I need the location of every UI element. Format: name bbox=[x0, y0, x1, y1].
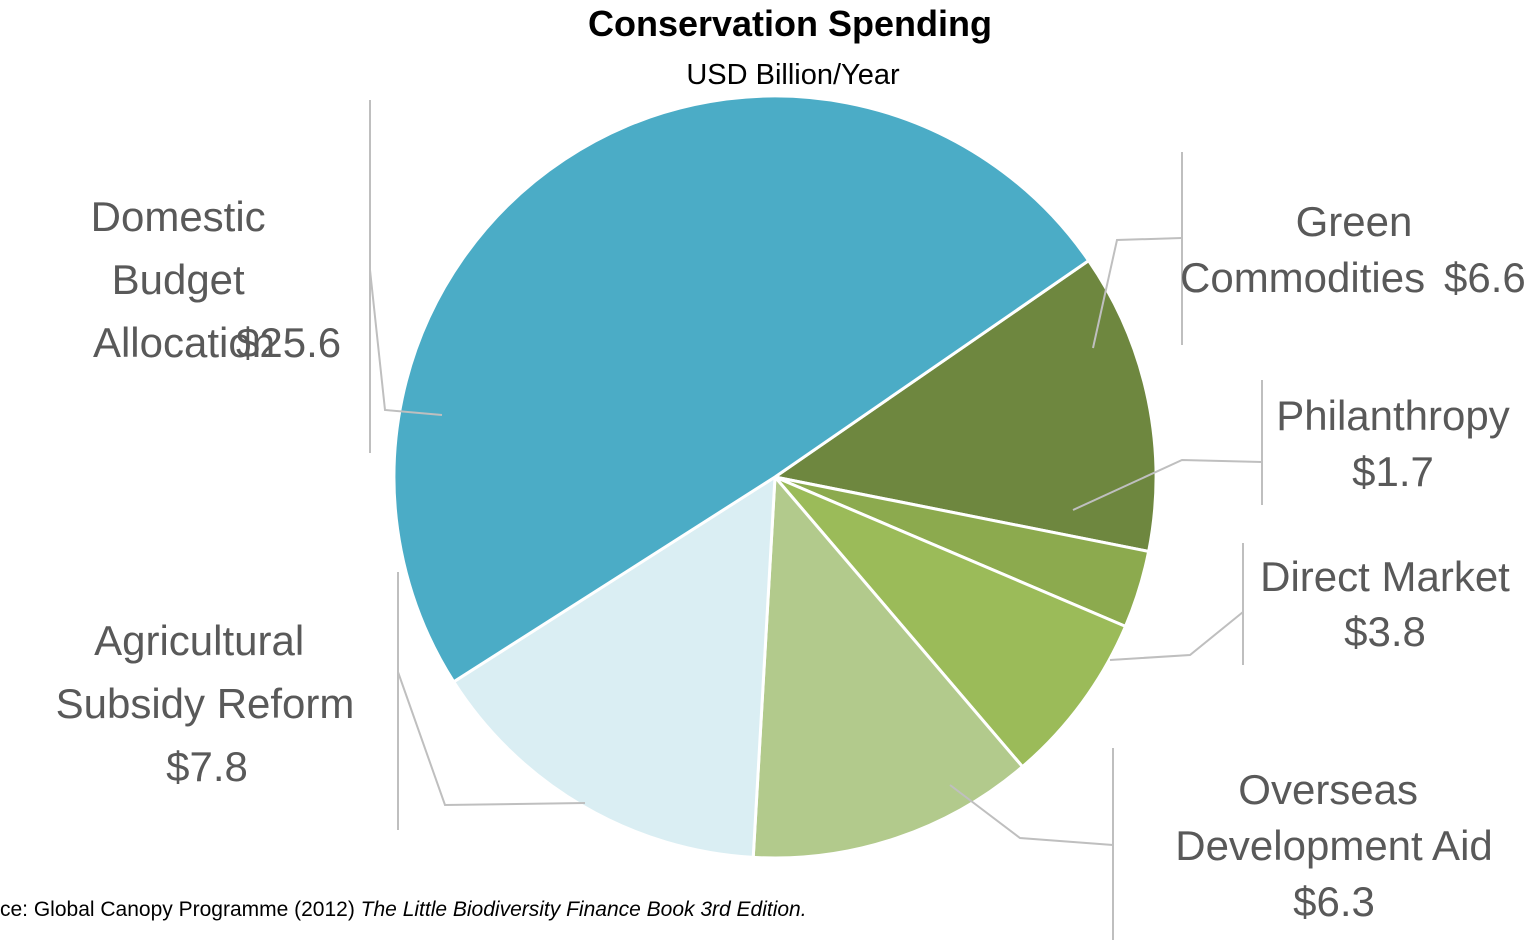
slice-label-direct-market: Direct Market bbox=[1260, 553, 1510, 600]
pie-slice-direct-market bbox=[773, 475, 1128, 769]
leader-line-philanthropy bbox=[1072, 458, 1263, 511]
slice-label-philanthropy: Philanthropy bbox=[1276, 392, 1509, 439]
pie-slice-domestic-budget bbox=[392, 94, 1091, 684]
leader-lines bbox=[369, 100, 1263, 940]
source-prefix: ce: Global Canopy Programme (2012) bbox=[0, 898, 361, 921]
source-title: The Little Biodiversity Finance Book 3rd… bbox=[361, 898, 807, 921]
slice-label-agricultural-subsidy: Agricultural Subsidy Reform bbox=[56, 617, 355, 727]
leader-line-agricultural-subsidy bbox=[397, 671, 586, 807]
pie-slice-overseas-aid bbox=[751, 473, 1025, 860]
slice-label-overseas-aid: Overseas Development Aid bbox=[1175, 766, 1493, 869]
pie-slice-green-commodities bbox=[771, 258, 1158, 554]
leader-line-direct-market bbox=[1109, 611, 1244, 661]
pie-slices bbox=[392, 94, 1158, 860]
slice-label-green-commodities-line2: Commodities bbox=[1180, 254, 1425, 301]
slice-value-green-commodities: $6.6 bbox=[1444, 254, 1526, 301]
source-note: ce: Global Canopy Programme (2012) The L… bbox=[0, 898, 807, 921]
slice-value-agricultural-subsidy: $7.8 bbox=[166, 743, 248, 790]
slice-label-green-commodities: Green bbox=[1296, 198, 1413, 245]
leader-line-green-commodities bbox=[1092, 237, 1183, 349]
slice-value-domestic-budget: $25.6 bbox=[236, 319, 341, 366]
slice-value-philanthropy: $1.7 bbox=[1352, 448, 1434, 495]
chart-subtitle: USD Billion/Year bbox=[686, 59, 900, 91]
chart-title: Conservation Spending bbox=[588, 3, 992, 44]
pie-slice-agricultural-subsidy bbox=[451, 474, 777, 859]
slice-value-overseas-aid: $6.3 bbox=[1293, 878, 1375, 925]
leader-line-overseas-aid bbox=[949, 784, 1114, 846]
slice-label-domestic-budget: Domestic Budget Allocation bbox=[91, 193, 278, 366]
slice-value-direct-market: $3.8 bbox=[1344, 608, 1426, 655]
